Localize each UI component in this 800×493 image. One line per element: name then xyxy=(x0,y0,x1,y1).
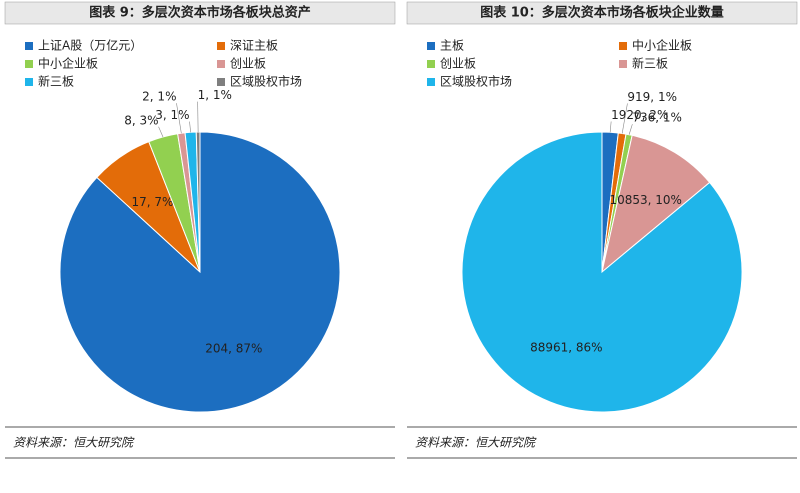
legend-swatch xyxy=(427,42,435,50)
data-label: 8, 3% xyxy=(124,113,158,127)
leader-line xyxy=(610,121,611,132)
legend-swatch xyxy=(217,42,225,50)
data-label: 17, 7% xyxy=(131,195,173,209)
leader-line xyxy=(629,124,632,134)
leader-line xyxy=(159,127,163,137)
legend-label: 创业板 xyxy=(230,57,266,71)
data-label: 1, 1% xyxy=(198,88,232,102)
legend-label: 区域股权市场 xyxy=(230,74,302,89)
legend-label: 中小企业板 xyxy=(38,56,98,71)
chart-title: 图表 10：多层次资本市场各板块企业数量 xyxy=(480,5,724,21)
legend-swatch xyxy=(217,78,225,86)
legend-swatch xyxy=(25,42,33,50)
legend-label: 深证主板 xyxy=(230,39,278,53)
data-label: 2, 1% xyxy=(142,90,176,104)
legend-swatch xyxy=(25,78,33,86)
data-label: 10853, 10% xyxy=(609,193,681,207)
legend-swatch xyxy=(619,60,627,68)
legend-label: 区域股权市场 xyxy=(440,74,512,89)
legend-label: 主板 xyxy=(440,39,464,53)
data-label: 3, 1% xyxy=(155,108,189,122)
chart-title: 图表 9：多层次资本市场各板块总资产 xyxy=(89,5,311,21)
data-label: 919, 1% xyxy=(627,90,677,104)
source: 资料来源：恒大研究院 xyxy=(415,436,537,450)
legend-swatch xyxy=(619,42,627,50)
legend-swatch xyxy=(25,60,33,68)
leader-line xyxy=(190,122,191,133)
legend-label: 中小企业板 xyxy=(632,38,692,53)
legend-label: 新三板 xyxy=(38,74,74,89)
legend-label: 上证A股（万亿元） xyxy=(38,38,142,53)
legend-label: 新三板 xyxy=(632,56,668,71)
source: 资料来源：恒大研究院 xyxy=(13,436,135,450)
data-label: 736, 1% xyxy=(632,111,682,125)
data-label: 88961, 86% xyxy=(530,341,602,355)
data-label: 204, 87% xyxy=(205,341,262,355)
legend-swatch xyxy=(217,60,225,68)
legend-swatch xyxy=(427,78,435,86)
legend-swatch xyxy=(427,60,435,68)
legend-label: 创业板 xyxy=(440,57,476,71)
